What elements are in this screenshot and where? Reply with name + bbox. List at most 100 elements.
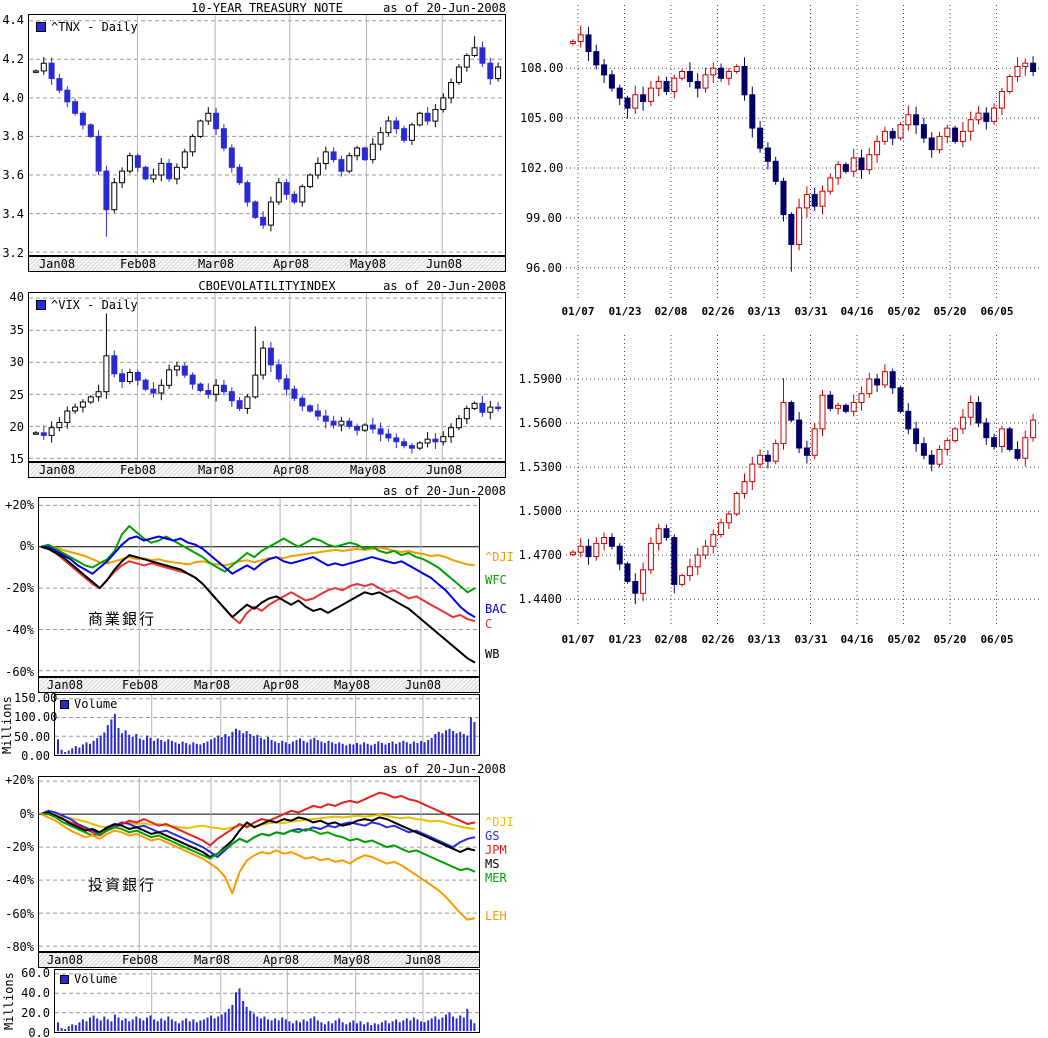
candle-body [835,404,842,409]
candle-body [608,537,615,547]
candle-body [283,182,290,195]
volume-bar [334,743,337,755]
candle-body [408,445,415,449]
candle-body [959,130,966,142]
volume-bar [206,741,209,754]
volume-bar [220,737,223,754]
volume-bar [138,738,141,754]
volume-bar [199,1020,202,1031]
eurusd-x-tick-label: 03/13 [747,633,781,646]
candle-body [64,410,71,423]
eurusd-y-tick-label: 1.5600 [518,416,562,430]
volume-bar [74,746,77,754]
month-label: Jun08 [425,463,463,477]
month-label: Apr08 [262,678,300,692]
candle-body [928,137,935,151]
candle-body [393,120,400,130]
volume-bar [238,730,241,755]
candle-body [632,94,639,109]
candle-body [858,157,865,171]
volume-bar [57,1022,59,1031]
usdjpy-x-tick-label: 01/23 [608,305,642,318]
candle-body [663,81,670,92]
candle-body [385,120,392,134]
volume-bar [323,1024,326,1032]
volume-bar [217,735,220,754]
candle-body [314,162,321,176]
candle-body [913,114,920,126]
candle-body [275,364,282,380]
series-line-^DJI [40,544,476,567]
candle-body [569,41,576,44]
candle-body [959,416,966,430]
candle-body [881,371,888,386]
candle-body [796,207,803,245]
vix-legend-label: ^VIX - Daily [51,298,138,312]
candle-body [944,440,951,450]
candle-body [866,154,873,171]
month-label: Apr08 [272,257,310,271]
commercial-volume-legend: Volume [60,697,117,711]
volume-bar [306,742,309,755]
volume-bar [416,1019,419,1031]
volume-bar [231,731,234,755]
vix-y-tick-label: 25 [9,388,24,402]
volume-bar [430,737,433,755]
candle-body [694,554,701,568]
volume-bar [412,741,415,754]
candle-body [377,132,384,145]
series-label-C: C [485,617,493,631]
volume-bar [395,743,398,755]
candle-body [385,433,392,439]
volume-bar [338,1018,341,1031]
candle-body [220,128,227,149]
volume-bar [103,732,106,754]
vol-investment-plot [54,969,480,1033]
volume-bar [195,743,198,755]
volume-bar [256,1016,259,1031]
month-label: Feb08 [119,463,157,477]
volume-bar [434,1016,437,1031]
volume-bar [466,735,469,754]
volume-bar [263,739,266,755]
volume-bar [188,1021,191,1031]
candle-body [228,391,235,402]
series-line-MER [41,813,476,873]
candle-body [616,87,623,99]
volume-bar [67,750,70,754]
volume-bar [380,1022,383,1031]
volume-bar [302,740,305,755]
candle-body [416,112,423,126]
candle-body [764,147,771,162]
candle-body [998,428,1005,448]
candle-body [897,387,904,412]
volume-bar [85,1021,88,1031]
candle-body [936,449,943,465]
eurusd-y-tick-label: 1.5900 [518,372,562,386]
candle-body [463,55,470,68]
volume-bar [259,1018,262,1031]
volume-bar [402,1020,405,1031]
candle-body [150,388,157,394]
candle-body [1030,419,1037,439]
volume-bar [135,734,138,754]
candle-body [975,402,982,424]
vol-investment-y-tick-label: 20.0 [21,1006,50,1020]
candle-body [593,542,600,558]
volume-bar [388,743,390,754]
treasury-legend-label: ^TNX - Daily [51,20,138,34]
volume-bar [163,741,166,754]
volume-bar [174,1021,177,1031]
volume-bar [437,731,440,755]
candle-body [827,394,834,409]
volume-bar [405,1018,408,1031]
candle-body [889,371,896,389]
volume-bar [160,1018,163,1031]
volume-bar [448,1012,451,1031]
candle-body [487,62,494,80]
candle-body [1030,62,1037,73]
vix-chart-svg [29,293,505,461]
month-label: Jun08 [404,953,442,967]
candle-body [671,77,678,92]
